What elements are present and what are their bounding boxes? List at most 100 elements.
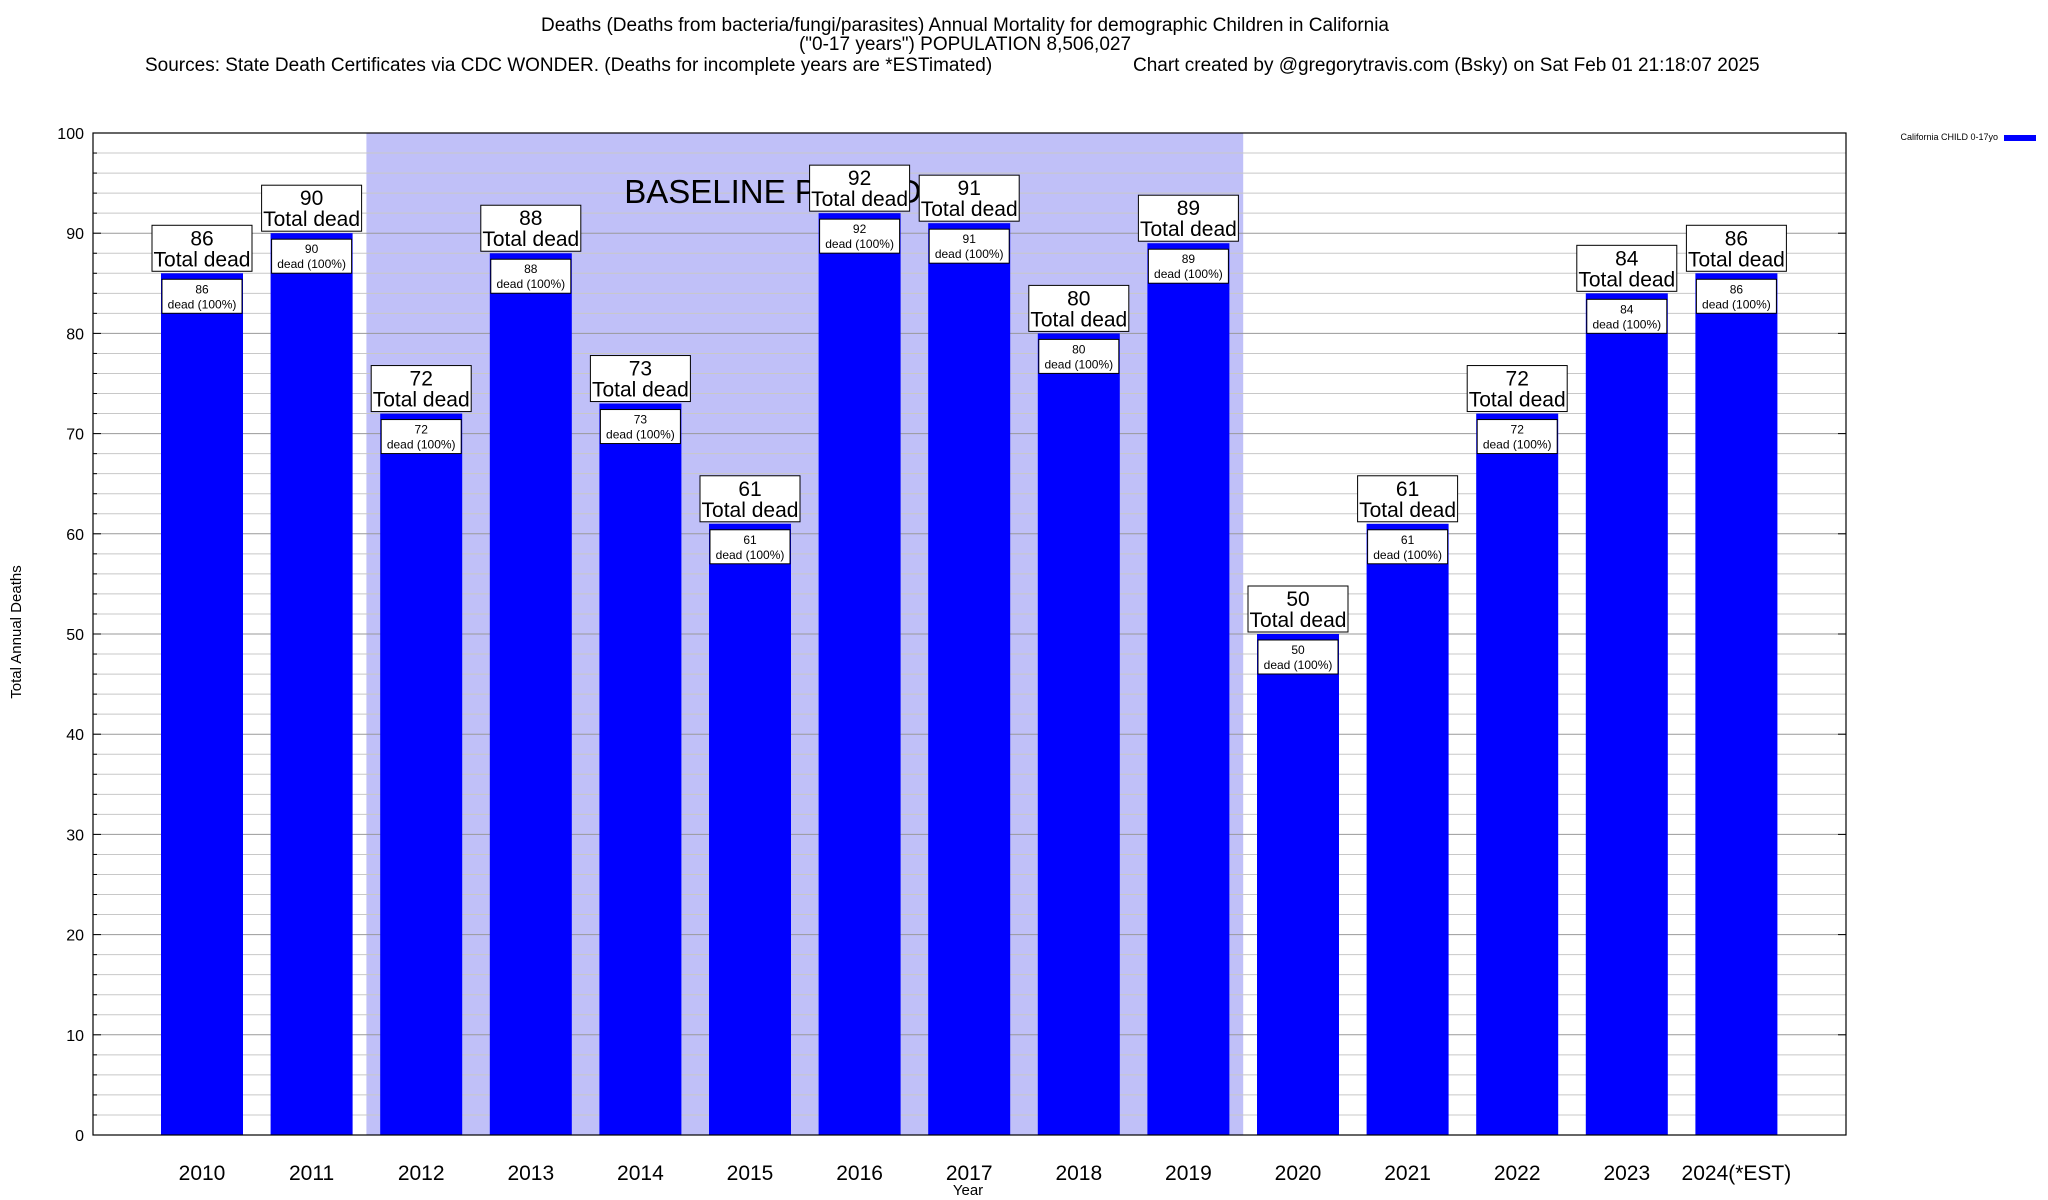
inner-label-box-2023 xyxy=(1586,298,1668,334)
bar-2012 xyxy=(380,413,463,1135)
y-tick-label: 30 xyxy=(66,827,84,844)
inner-caption-label-2010: dead (100%) xyxy=(168,297,237,311)
total-label-box-2021 xyxy=(1357,475,1459,523)
total-label-box-2014 xyxy=(589,355,691,403)
x-tick-label-2023: 2023 xyxy=(1603,1162,1650,1185)
y-tick-label: 70 xyxy=(66,427,84,444)
total-label-box-2020 xyxy=(1247,585,1349,633)
legend-label: California CHILD 0-17yo xyxy=(1900,132,1998,142)
bar-2014 xyxy=(599,403,682,1135)
total-caption-label-2020: Total dead xyxy=(1250,609,1347,632)
inner-caption-label-2016: dead (100%) xyxy=(825,237,894,251)
total-caption-label-2022: Total dead xyxy=(1469,389,1566,412)
total-caption-label-2012: Total dead xyxy=(373,389,470,412)
total-label-box-2013 xyxy=(480,204,582,252)
inner-label-box-2013 xyxy=(490,258,572,294)
total-value-label-2024(*EST): 86 xyxy=(1725,227,1748,250)
bar-2022 xyxy=(1476,413,1559,1135)
bar-2010 xyxy=(161,273,243,1135)
inner-value-label-2014: 73 xyxy=(634,413,648,427)
inner-caption-label-2013: dead (100%) xyxy=(496,277,565,291)
inner-label-box-2022 xyxy=(1476,419,1558,455)
bar-2011 xyxy=(270,233,353,1135)
x-tick-label-2012: 2012 xyxy=(398,1162,445,1185)
y-tick-label: 40 xyxy=(66,727,84,744)
x-tick-label-2017: 2017 xyxy=(946,1162,993,1185)
inner-label-box-2015 xyxy=(709,529,791,565)
inner-value-label-2024(*EST): 86 xyxy=(1730,282,1744,296)
total-caption-label-2024(*EST): Total dead xyxy=(1688,248,1785,271)
x-tick-label-2010: 2010 xyxy=(179,1162,226,1185)
total-value-label-2012: 72 xyxy=(410,368,433,391)
total-label-box-2012 xyxy=(370,365,472,413)
total-value-label-2011: 90 xyxy=(300,187,323,210)
total-value-label-2013: 88 xyxy=(519,207,542,230)
inner-value-label-2012: 72 xyxy=(415,423,429,437)
bar-2017 xyxy=(928,223,1011,1135)
total-label-box-2019 xyxy=(1137,194,1239,242)
inner-value-label-2010: 86 xyxy=(195,282,209,296)
bar-2016 xyxy=(818,213,901,1135)
inner-caption-label-2020: dead (100%) xyxy=(1264,658,1333,672)
total-caption-label-2023: Total dead xyxy=(1578,268,1675,291)
inner-value-label-2018: 80 xyxy=(1072,342,1086,356)
total-label-box-2015 xyxy=(699,475,801,523)
inner-value-label-2021: 61 xyxy=(1401,533,1415,547)
total-caption-label-2018: Total dead xyxy=(1030,308,1127,331)
total-value-label-2017: 91 xyxy=(958,177,981,200)
inner-label-box-2012 xyxy=(380,419,462,455)
x-tick-label-2021: 2021 xyxy=(1384,1162,1431,1185)
bar-2021 xyxy=(1366,523,1449,1135)
total-value-label-2018: 80 xyxy=(1067,287,1090,310)
total-value-label-2016: 92 xyxy=(848,167,871,190)
total-caption-label-2014: Total dead xyxy=(592,379,689,402)
total-label-box-2022 xyxy=(1466,365,1568,413)
bar-2023 xyxy=(1585,293,1668,1135)
inner-label-box-2021 xyxy=(1367,529,1449,565)
y-tick-label: 0 xyxy=(75,1128,84,1145)
inner-label-box-2017 xyxy=(928,228,1010,264)
inner-caption-label-2021: dead (100%) xyxy=(1373,548,1442,562)
chart-title-line-2: ("0-17 years") POPULATION 8,506,027 xyxy=(799,34,1131,55)
total-caption-label-2015: Total dead xyxy=(702,499,799,522)
total-label-box-2017 xyxy=(918,174,1020,222)
bar-2024(*EST) xyxy=(1695,273,1778,1135)
inner-label-box-2020 xyxy=(1257,639,1339,675)
inner-caption-label-2014: dead (100%) xyxy=(606,428,675,442)
bar-2015 xyxy=(709,523,791,1135)
total-label-box-2023 xyxy=(1576,244,1678,292)
inner-value-label-2017: 91 xyxy=(963,232,977,246)
inner-caption-label-2022: dead (100%) xyxy=(1483,438,1552,452)
bar-2013 xyxy=(489,253,572,1136)
y-tick-label: 90 xyxy=(66,226,84,243)
inner-label-box-2019 xyxy=(1147,248,1229,284)
total-label-box-2024(*EST) xyxy=(1685,224,1787,272)
bar-layer xyxy=(161,213,1778,1136)
total-value-label-2015: 61 xyxy=(738,478,761,501)
total-label-box-2016 xyxy=(809,164,911,212)
inner-value-label-2023: 84 xyxy=(1620,302,1634,316)
total-value-label-2021: 61 xyxy=(1396,478,1419,501)
y-tick-label: 10 xyxy=(66,1028,84,1045)
total-caption-label-2021: Total dead xyxy=(1359,499,1456,522)
inner-caption-label-2017: dead (100%) xyxy=(935,247,1004,261)
bar-2018 xyxy=(1037,333,1120,1135)
x-tick-label-2019: 2019 xyxy=(1165,1162,1212,1185)
total-value-label-2010: 86 xyxy=(190,227,213,250)
inner-value-label-2019: 89 xyxy=(1182,252,1196,266)
x-tick-label-2015: 2015 xyxy=(727,1162,774,1185)
inner-value-label-2015: 61 xyxy=(743,533,757,547)
total-value-label-2019: 89 xyxy=(1177,197,1200,220)
inner-caption-label-2015: dead (100%) xyxy=(716,548,785,562)
chart-source-note: Sources: State Death Certificates via CD… xyxy=(145,55,992,76)
inner-value-label-2020: 50 xyxy=(1291,643,1305,657)
bar-2019 xyxy=(1147,243,1230,1136)
inner-label-box-2014 xyxy=(599,409,681,445)
inner-label-box-2024(*EST) xyxy=(1695,278,1777,314)
inner-caption-label-2023: dead (100%) xyxy=(1592,317,1661,331)
inner-label-box-2016 xyxy=(819,218,901,254)
total-caption-label-2011: Total dead xyxy=(263,208,360,231)
x-tick-label-2024(*EST): 2024(*EST) xyxy=(1682,1162,1792,1185)
total-value-label-2020: 50 xyxy=(1286,588,1309,611)
